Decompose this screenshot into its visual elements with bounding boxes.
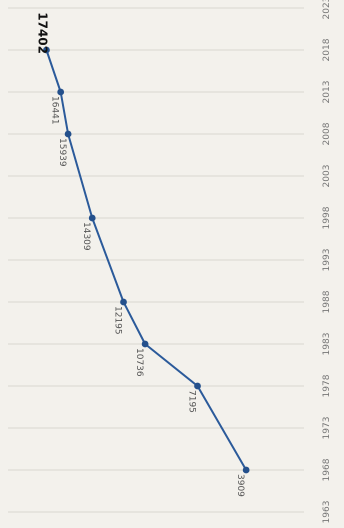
x-tick-label: 1978 [322, 374, 332, 397]
data-point [57, 88, 65, 96]
x-tick-label: 1983 [322, 333, 332, 356]
x-tick-label: 2013 [322, 81, 332, 104]
x-tick-label: 1973 [322, 417, 332, 440]
x-tick-label: 1998 [322, 206, 332, 229]
data-label: 17402 [35, 12, 49, 54]
data-point [64, 130, 72, 138]
data-point [120, 298, 127, 306]
data-label: 12195 [113, 306, 123, 335]
data-label: 16441 [50, 96, 60, 125]
data-label: 15939 [57, 138, 67, 167]
x-tick-label: 1968 [322, 458, 332, 481]
x-tick-label: 1988 [322, 290, 332, 313]
data-point [141, 340, 149, 348]
data-point [88, 214, 96, 222]
data-label: 7195 [187, 390, 197, 413]
x-tick-label: 2023 [322, 0, 332, 19]
data-label: 14309 [81, 222, 91, 251]
x-tick-label: 2008 [322, 122, 332, 145]
x-tick-label: 2018 [322, 38, 332, 61]
data-label: 10736 [134, 348, 144, 377]
data-label: 3909 [235, 474, 245, 497]
data-point [194, 382, 201, 390]
series-line [45, 49, 248, 471]
x-tick-label: 2003 [322, 165, 332, 188]
data-point [242, 466, 250, 474]
data-point [43, 46, 50, 54]
x-tick-label: 1963 [322, 501, 332, 524]
x-tick-label: 1993 [322, 249, 332, 272]
